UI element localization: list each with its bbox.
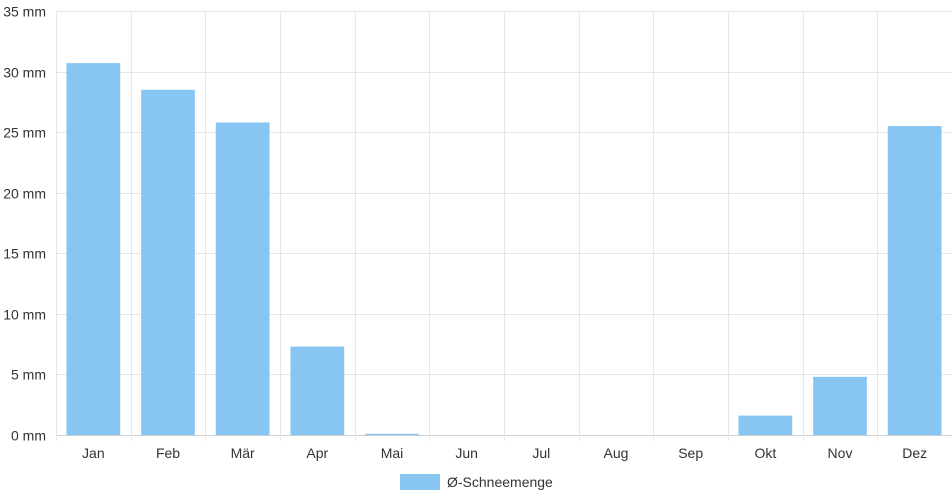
- bar-jan[interactable]: [66, 63, 121, 435]
- y-tick-label: 20 mm: [3, 186, 46, 202]
- bar-feb[interactable]: [141, 89, 195, 435]
- bar-nov[interactable]: [813, 376, 867, 435]
- bar-mai[interactable]: [365, 433, 419, 435]
- x-tick-label: Nov: [828, 445, 853, 461]
- x-tick-label: Aug: [604, 445, 629, 461]
- x-tick-label: Apr: [306, 445, 328, 461]
- grid: [56, 11, 952, 441]
- y-tick-label: 10 mm: [3, 307, 46, 323]
- x-tick-label: Okt: [754, 445, 776, 461]
- x-tick-label: Dez: [902, 445, 927, 461]
- x-tick-label: Mai: [381, 445, 404, 461]
- y-axis: 0 mm 5 mm 10 mm 15 mm 20 mm 25 mm 30 mm 35 mm: [3, 4, 46, 444]
- x-tick-label: Jan: [82, 445, 105, 461]
- bar-apr[interactable]: [290, 346, 345, 435]
- y-tick-label: 35 mm: [3, 4, 46, 20]
- y-tick-label: 30 mm: [3, 65, 46, 81]
- legend-label[interactable]: Ø-Schneemenge: [447, 474, 553, 490]
- bar-dez[interactable]: [887, 126, 942, 435]
- x-axis: Jan Feb Mär Apr Mai Jun Jul Aug Sep Okt Nov Dez: [82, 445, 927, 461]
- y-tick-label: 0 mm: [11, 428, 46, 444]
- x-tick-label: Jun: [455, 445, 478, 461]
- bar-series: [66, 63, 942, 436]
- legend[interactable]: Ø-Schneemenge: [400, 474, 553, 490]
- y-tick-label: 15 mm: [3, 246, 46, 262]
- x-tick-label: Feb: [156, 445, 180, 461]
- y-tick-label: 5 mm: [11, 367, 46, 383]
- x-tick-label: Sep: [678, 445, 703, 461]
- x-tick-label: Mär: [231, 445, 255, 461]
- bar-okt[interactable]: [738, 415, 793, 435]
- legend-swatch[interactable]: [400, 474, 440, 490]
- x-tick-label: Jul: [532, 445, 550, 461]
- bar-mär[interactable]: [215, 122, 270, 436]
- y-tick-label: 25 mm: [3, 125, 46, 141]
